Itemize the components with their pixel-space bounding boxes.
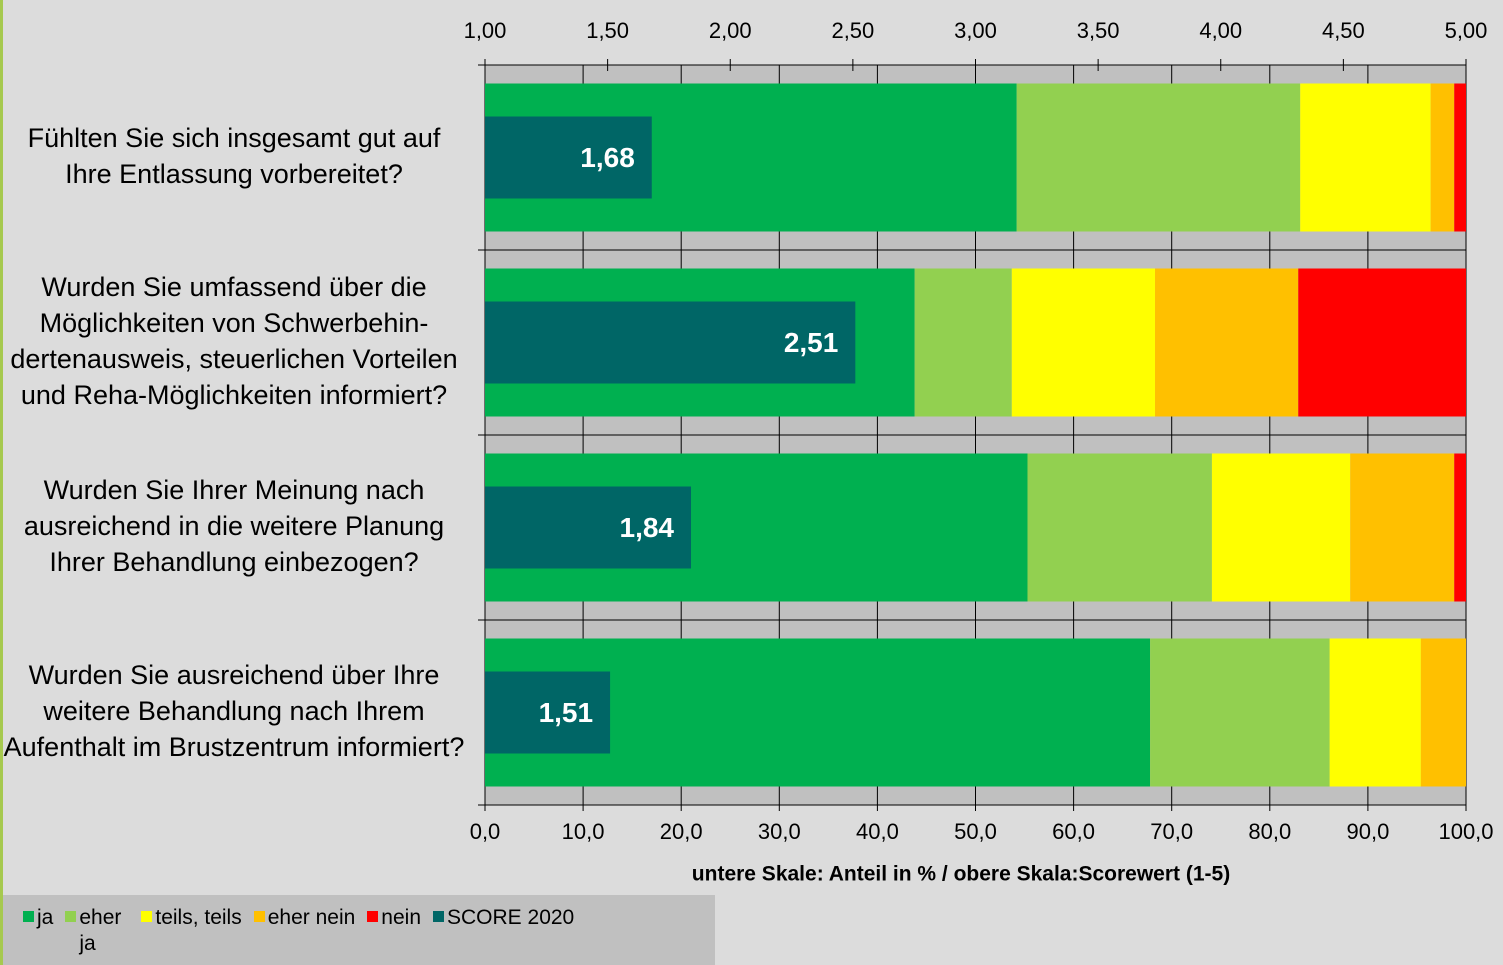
- bar-segment: [1298, 268, 1466, 417]
- score-bar: [485, 116, 652, 199]
- legend-swatch: [253, 911, 265, 922]
- legend-label: eher nein: [267, 906, 356, 929]
- value-label: 1,68: [580, 142, 635, 173]
- legend-item: ja: [23, 905, 53, 931]
- x2-tick-label: 3,50: [1077, 18, 1120, 43]
- legend-swatch: [141, 911, 153, 922]
- bar-segment: [1211, 453, 1351, 602]
- bar-segment: [1011, 268, 1156, 417]
- legend: ja eher ja teils, teils eher nein nein SCORE …: [3, 895, 715, 965]
- legend-label: teils, teils: [155, 906, 242, 929]
- x-tick-label: 20,0: [660, 819, 703, 844]
- score-bar: [485, 301, 856, 384]
- category-label: Wurden Sie umfassend über die Möglichkei…: [10, 271, 458, 410]
- legend-swatch: [367, 911, 379, 922]
- bar-segment: [1016, 83, 1301, 232]
- bar-segment: [1027, 453, 1212, 602]
- legend-item: teils, teils: [141, 905, 242, 931]
- x-tick-label: 0,0: [470, 819, 501, 844]
- bar-segment: [1454, 83, 1466, 232]
- legend-item: SCORE 2020: [433, 905, 574, 931]
- score-bar: [485, 486, 692, 569]
- x-tick-label: 90,0: [1346, 819, 1389, 844]
- x2-tick-label: 1,00: [464, 18, 507, 43]
- x-tick-label: 70,0: [1150, 819, 1193, 844]
- legend-label: ja: [37, 906, 54, 929]
- bar-segment: [1300, 83, 1431, 232]
- legend-label: eher ja: [79, 906, 122, 955]
- bar-segment: [1350, 453, 1455, 602]
- bar-segment: [1454, 453, 1466, 602]
- legend-item: eher nein: [253, 905, 356, 931]
- category-label: Wurden Sie ausreichend über Ihre weitere…: [3, 659, 465, 762]
- x2-tick-label: 3,00: [954, 18, 997, 43]
- x-tick-label: 60,0: [1052, 819, 1095, 844]
- value-label: 2,51: [784, 327, 839, 358]
- value-label: 1,84: [620, 512, 675, 543]
- legend-item: nein: [367, 905, 421, 931]
- legend-item: eher ja: [65, 905, 129, 957]
- bar-segment: [1329, 638, 1421, 787]
- bar-segment: [1420, 638, 1466, 787]
- legend-swatch: [433, 911, 444, 922]
- x2-tick-label: 4,50: [1322, 18, 1365, 43]
- legend-swatch: [23, 911, 34, 922]
- bar-segment: [1430, 83, 1455, 232]
- category-label: Fühlten Sie sich insgesamt gut auf Ihre …: [27, 122, 441, 189]
- x2-tick-label: 5,00: [1445, 18, 1488, 43]
- score-bar: [485, 671, 611, 754]
- plot: 0,0 10,0 20,0 30,0 40,0 50,0 60,0 70,0 80,0 90,0 1…: [464, 18, 1494, 886]
- x2-tick-label: 2,00: [709, 18, 752, 43]
- x-tick-label: 30,0: [758, 819, 801, 844]
- bar-segment: [914, 268, 1012, 417]
- x-tick-label: 10,0: [562, 819, 605, 844]
- legend-swatch: [65, 911, 77, 922]
- legend-label: nein: [381, 906, 421, 929]
- bar-segment: [1155, 268, 1299, 417]
- x-tick-label: 40,0: [856, 819, 899, 844]
- x-axis-label: untere Skale: Anteil in % / obere Skala:…: [692, 863, 1230, 886]
- x2-tick-label: 2,50: [831, 18, 874, 43]
- bar-segment: [1150, 638, 1330, 787]
- legend-label: SCORE 2020: [447, 906, 575, 929]
- x-tick-label: 50,0: [954, 819, 997, 844]
- x-tick-label: 100,0: [1438, 819, 1493, 844]
- x2-tick-label: 4,00: [1199, 18, 1242, 43]
- value-label: 1,51: [539, 697, 594, 728]
- x2-tick-label: 1,50: [586, 18, 629, 43]
- category-label: Wurden Sie Ihrer Meinung nach ausreichen…: [23, 474, 445, 577]
- x-tick-label: 80,0: [1248, 819, 1291, 844]
